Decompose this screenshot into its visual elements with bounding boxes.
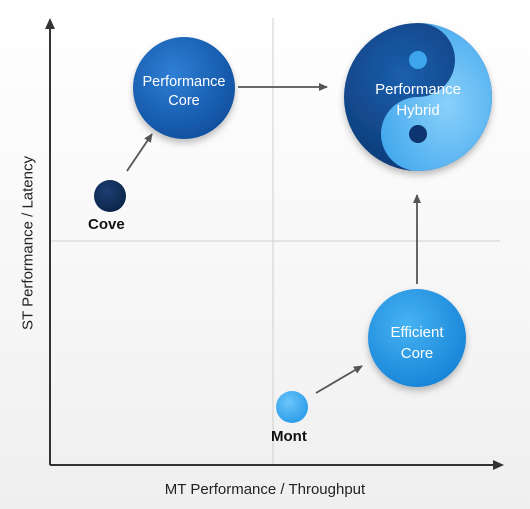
mont-label: Mont (271, 428, 307, 445)
efficient-core-label-line1: Efficient (390, 324, 444, 341)
arrow-mont-to-efficient-core (315, 365, 363, 394)
mont-dot (276, 391, 308, 423)
hybrid-dark-eye (409, 125, 427, 143)
hybrid-light-half (381, 23, 492, 171)
performance-hybrid-bubble (344, 23, 492, 171)
cove-dot (94, 180, 126, 212)
arrow-cove-to-performance-core (126, 133, 153, 172)
performance-core-label-line1: Performance (142, 74, 226, 90)
x-axis-label: MT Performance / Throughput (164, 481, 366, 498)
performance-core-bubble (133, 37, 235, 139)
efficient-core-bubble (368, 289, 466, 387)
performance-core-label: Performance Core (134, 73, 234, 111)
performance-hybrid-label: Performance Hybrid (360, 79, 476, 121)
cove-label: Cove (88, 216, 125, 233)
performance-core-label-line2: Core (168, 93, 200, 109)
performance-hybrid-label-line1: Performance (375, 81, 461, 98)
performance-hybrid-label-line2: Hybrid (396, 102, 440, 119)
efficient-core-label-line2: Core (400, 345, 434, 362)
y-axis-label: ST Performance / Latency (19, 156, 37, 330)
hybrid-light-eye (409, 51, 427, 69)
efficient-core-label: Efficient Core (367, 322, 467, 364)
